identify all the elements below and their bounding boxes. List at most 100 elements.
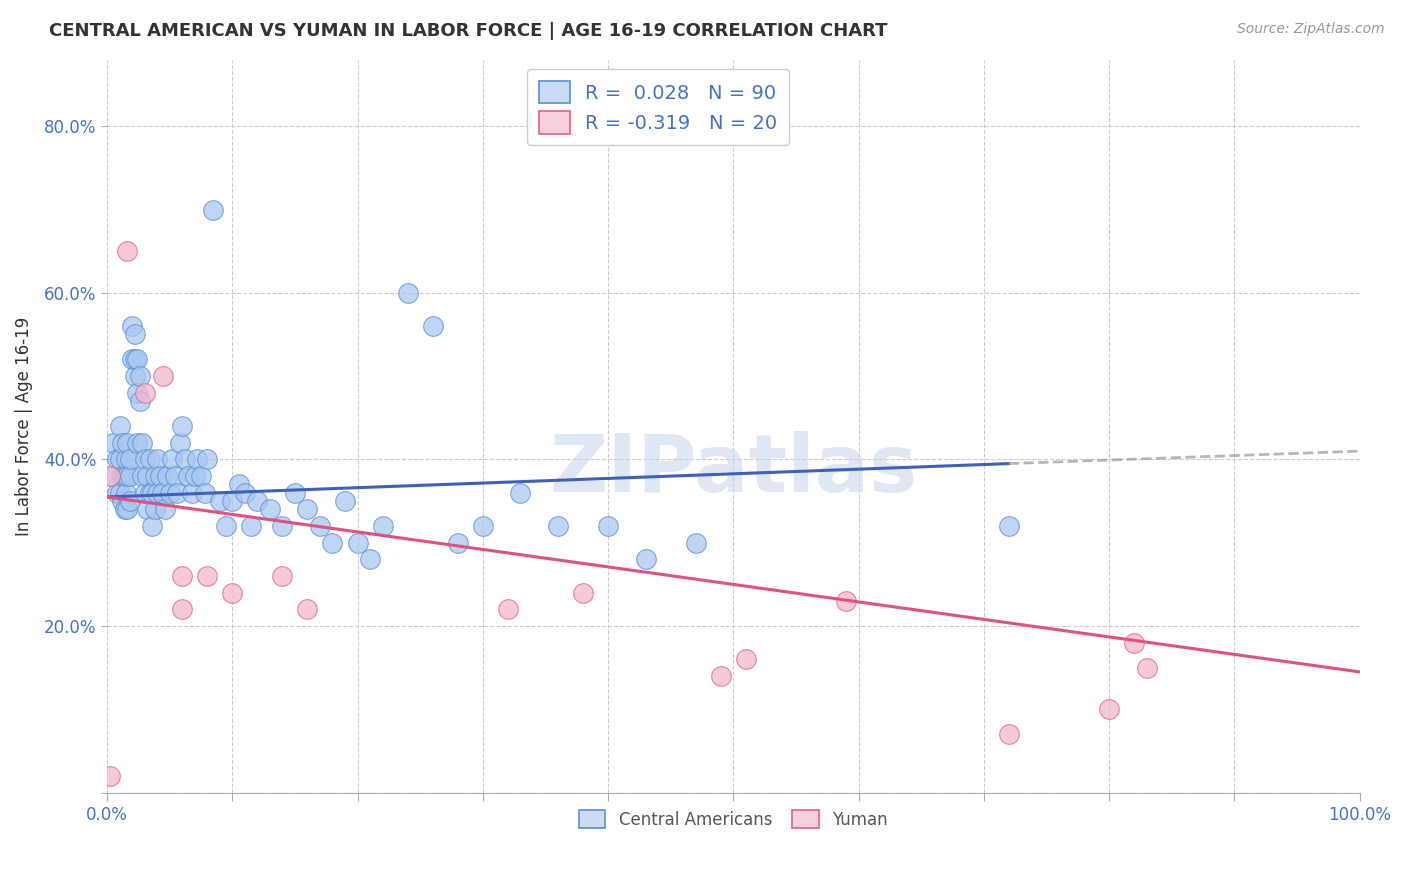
Point [195,569,218,583]
Point [98,769,121,783]
Point [173,452,195,467]
Point [509,485,531,500]
Point [228,477,250,491]
Point [471,519,494,533]
Point [202,202,225,217]
Point [124,369,146,384]
Point [998,519,1021,533]
Point [734,652,756,666]
Point [1135,661,1157,675]
Point [163,469,186,483]
Point [103,469,125,483]
Point [115,469,138,483]
Point [111,469,134,483]
Point [634,552,657,566]
Point [835,594,858,608]
Point [233,485,256,500]
Point [1123,636,1146,650]
Point [105,452,128,467]
Point [284,485,307,500]
Point [121,319,143,334]
Text: CENTRAL AMERICAN VS YUMAN IN LABOR FORCE | AGE 16-19 CORRELATION CHART: CENTRAL AMERICAN VS YUMAN IN LABOR FORCE… [49,22,887,40]
Point [134,385,156,400]
Point [346,535,368,549]
Point [710,669,733,683]
Point [221,494,243,508]
Point [141,485,163,500]
Point [333,494,356,508]
Point [181,485,204,500]
Point [150,485,173,500]
Point [240,519,263,533]
Point [105,485,128,500]
Point [998,727,1021,741]
Point [685,535,707,549]
Text: Source: ZipAtlas.com: Source: ZipAtlas.com [1237,22,1385,37]
Point [138,452,160,467]
Y-axis label: In Labor Force | Age 16-19: In Labor Force | Age 16-19 [15,317,32,536]
Point [114,452,136,467]
Point [115,502,138,516]
Point [124,352,146,367]
Point [422,319,444,334]
Point [127,352,149,367]
Point [146,485,169,500]
Point [169,435,191,450]
Point [115,435,138,450]
Point [131,435,153,450]
Point [127,435,149,450]
Point [547,519,569,533]
Point [111,494,134,508]
Point [177,469,200,483]
Point [447,535,470,549]
Point [152,369,174,384]
Text: ZIPatlas: ZIPatlas [550,431,917,509]
Point [118,494,141,508]
Point [121,352,143,367]
Point [143,469,166,483]
Point [172,419,194,434]
Point [143,502,166,516]
Point [271,519,294,533]
Point [136,502,159,516]
Point [108,485,131,500]
Point [138,485,160,500]
Point [118,452,141,467]
Point [271,569,294,583]
Point [309,519,332,533]
Point [215,519,238,533]
Point [108,452,131,467]
Point [118,469,141,483]
Point [124,327,146,342]
Point [111,435,134,450]
Point [297,502,319,516]
Point [128,369,150,384]
Point [160,452,183,467]
Legend: Central Americans, Yuman: Central Americans, Yuman [572,804,894,836]
Point [103,435,125,450]
Point [149,469,172,483]
Point [141,519,163,533]
Point [371,519,394,533]
Point [186,452,208,467]
Point [259,502,281,516]
Point [115,244,138,259]
Point [359,552,381,566]
Point [98,469,121,483]
Point [136,469,159,483]
Point [321,535,343,549]
Point [166,485,188,500]
Point [208,494,231,508]
Point [496,602,519,616]
Point [183,469,205,483]
Point [153,502,176,516]
Point [159,485,181,500]
Point [195,452,218,467]
Point [190,469,212,483]
Point [396,285,419,300]
Point [114,485,136,500]
Point [114,469,136,483]
Point [128,394,150,409]
Point [156,469,179,483]
Point [172,569,194,583]
